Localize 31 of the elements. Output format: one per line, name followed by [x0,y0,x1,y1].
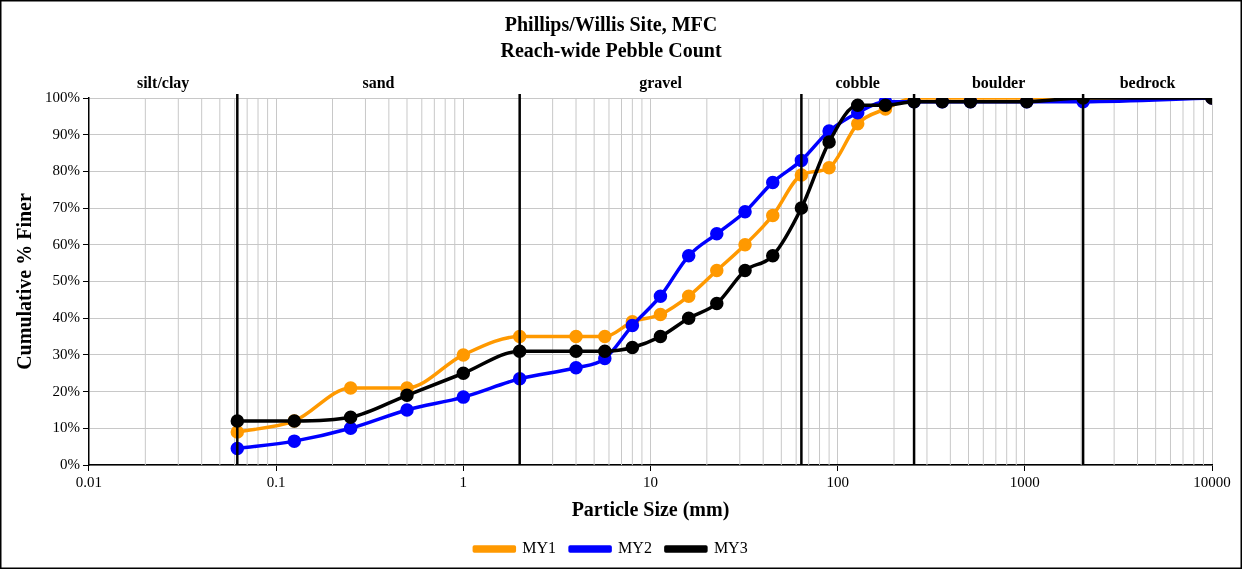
text: sand [362,74,395,92]
y-tick-label: 10% [52,419,80,436]
legend-label: MY3 [713,539,748,557]
x-tick-label: 1 [459,473,468,490]
y-tick-label: 20% [52,382,80,399]
x-tick-label: 10000 [1193,473,1231,490]
y-tick-label: 30% [52,345,80,362]
y-tick-label: 70% [52,199,80,216]
legend-label: MY1 [522,539,557,557]
y-tick-label: 90% [52,125,80,142]
x-tick-label: 10 [643,473,658,490]
y-tick-label: 40% [52,309,80,326]
x-tick-label: 0.01 [75,473,103,490]
text: boulder [971,74,1026,92]
text: bedrock [1119,74,1176,92]
y-tick-label: 80% [52,162,80,179]
text: gravel [639,74,683,93]
x-tick-label: 100 [826,473,849,490]
y-tick-label: 60% [52,235,80,252]
x-tick-label: 0.1 [266,473,286,490]
legend-label: MY2 [618,539,652,557]
chart-subtitle: Reach-wide Pebble Count [500,39,722,62]
text: silt/clay [136,74,190,93]
x-tick-label: 1000 [1009,473,1040,490]
text: cobble [835,74,880,92]
y-tick-label: 100% [45,88,80,105]
y-tick-label: 0% [60,455,80,472]
x-axis-title: Particle Size (mm) [571,498,730,522]
y-tick-label: 50% [52,272,80,289]
chart-title: Phillips/Willis Site, MFC [504,13,718,37]
y-axis-title: Cumulative % Finer [13,193,36,370]
